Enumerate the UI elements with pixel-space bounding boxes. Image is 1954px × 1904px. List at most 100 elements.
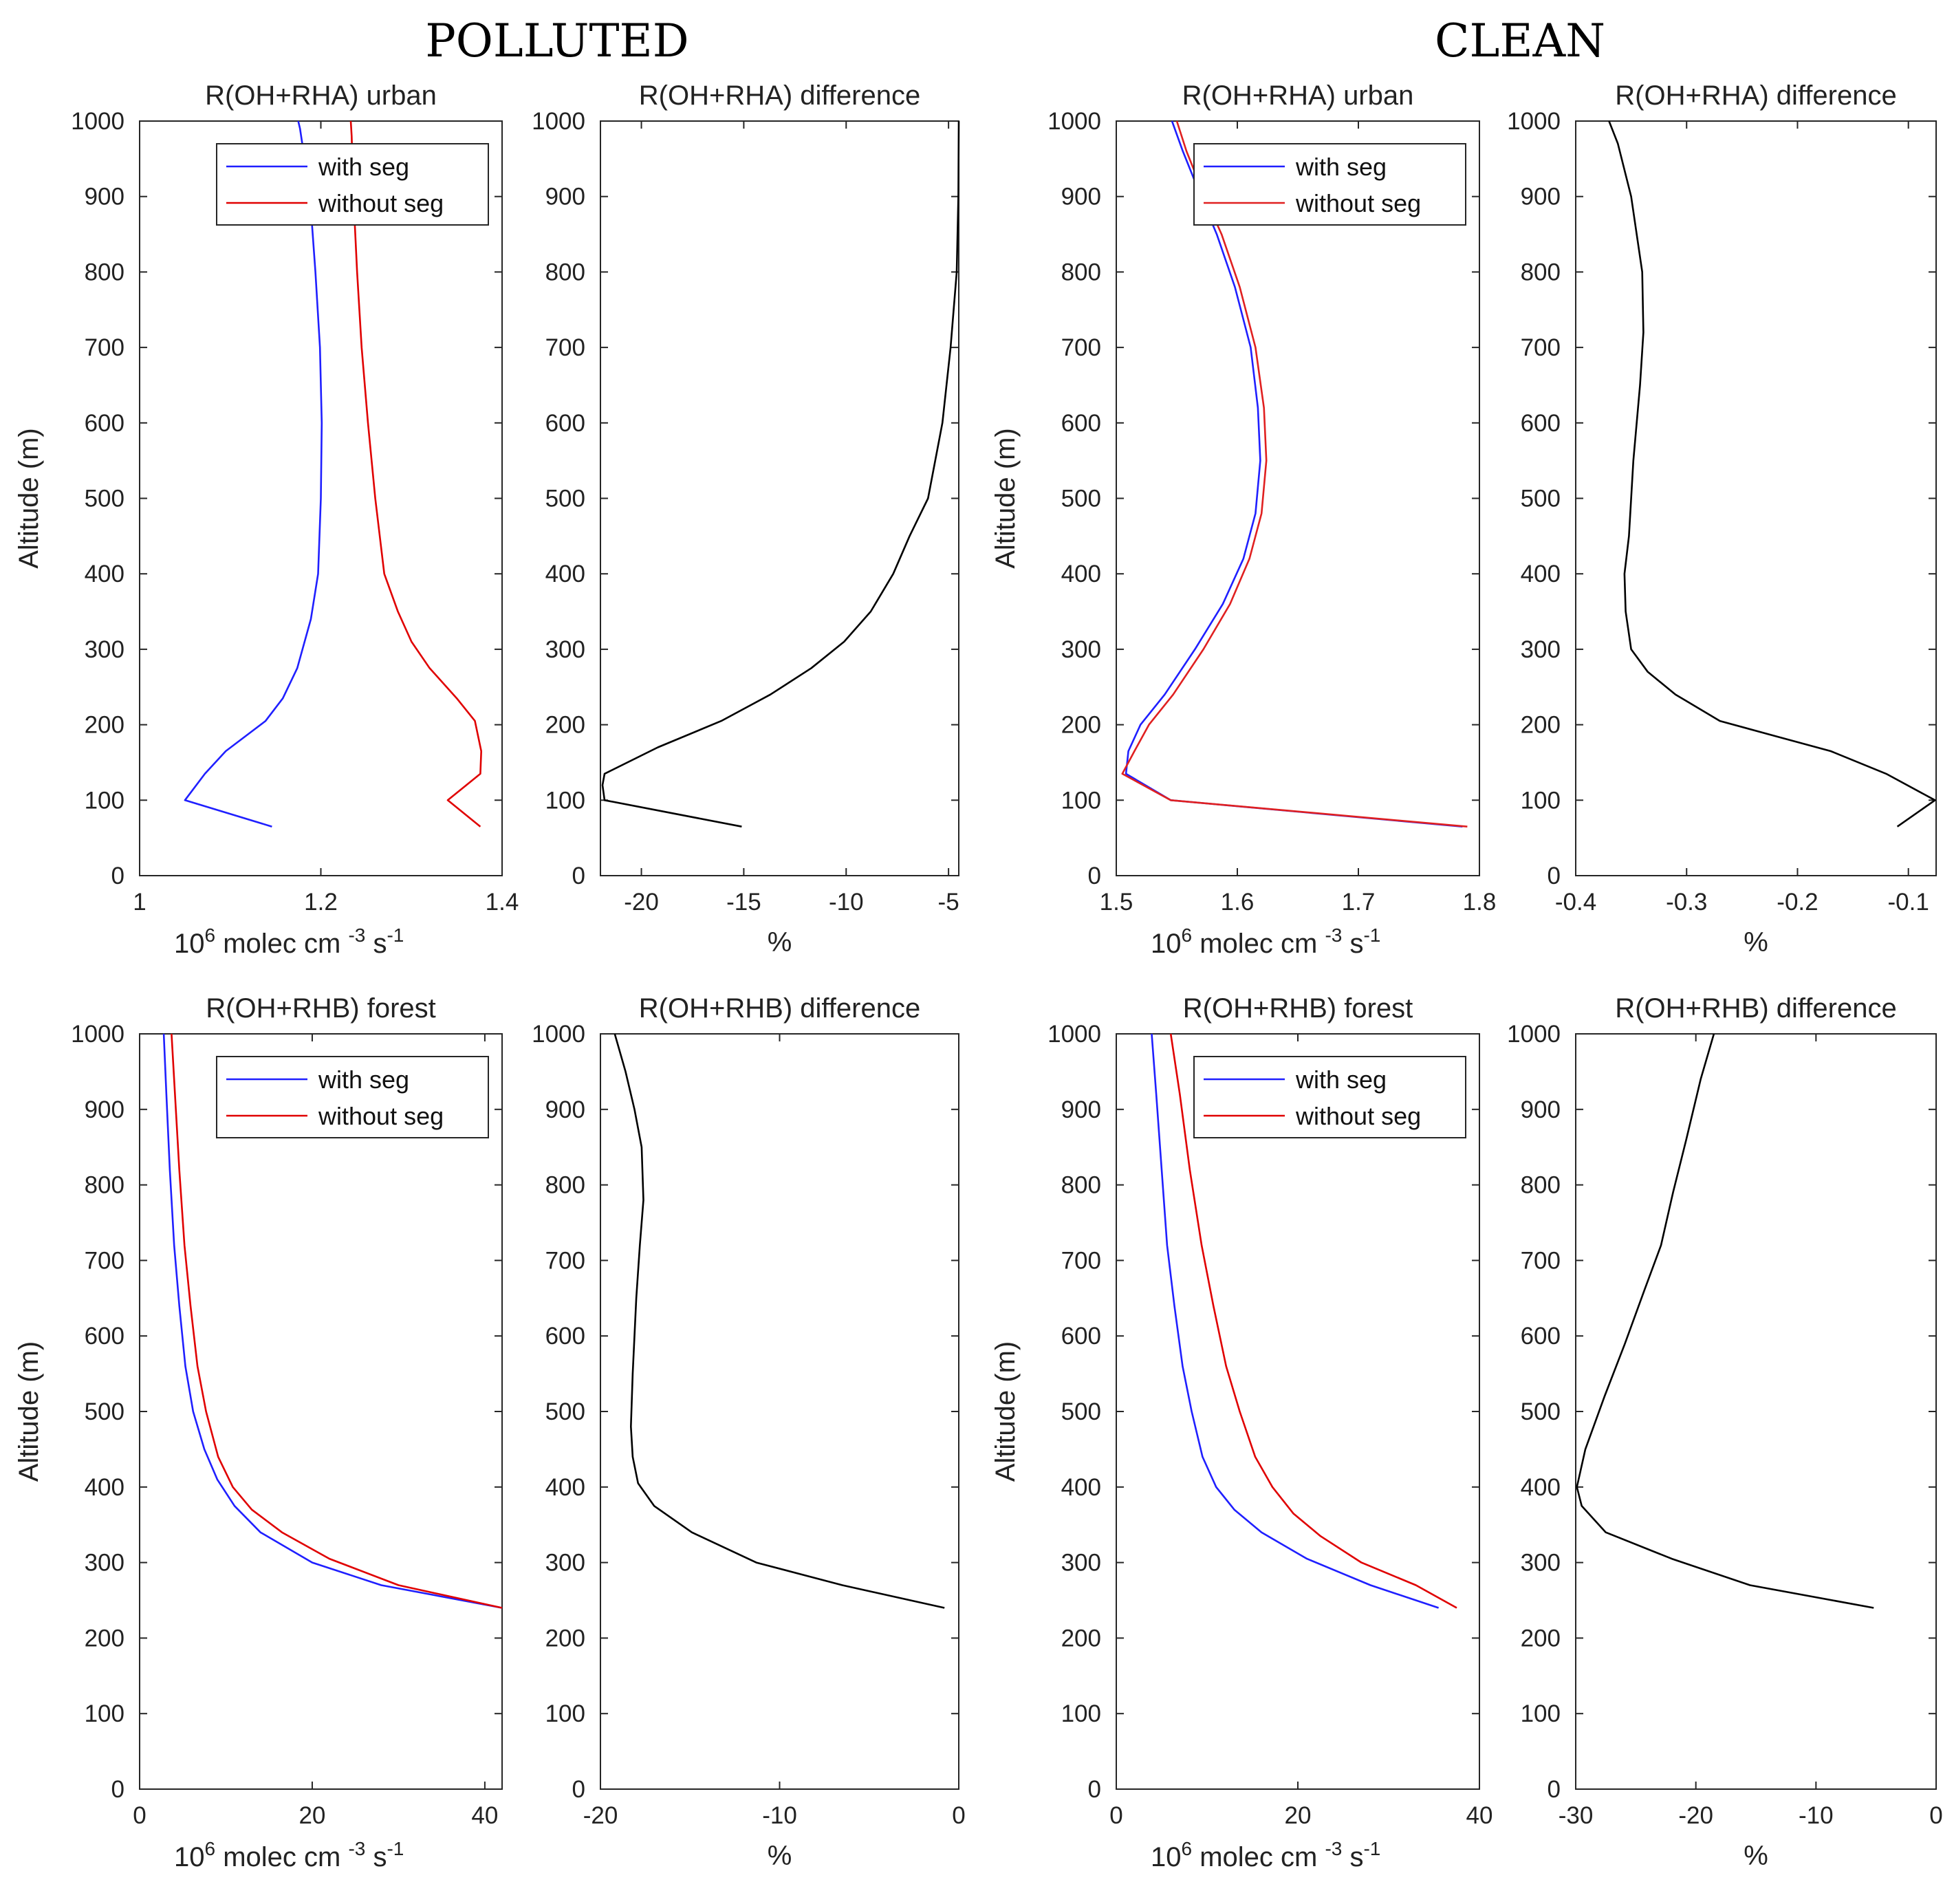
x-axis-label-part: molec cm xyxy=(1192,1842,1325,1872)
x-axis-label: % xyxy=(1744,1841,1768,1871)
y-tick-label: 800 xyxy=(1521,259,1561,285)
y-tick-label: 400 xyxy=(85,561,124,587)
y-tick-label: 400 xyxy=(1521,561,1561,587)
y-tick-label: 900 xyxy=(545,184,585,210)
y-tick-label: 800 xyxy=(545,259,585,285)
y-tick-label: 700 xyxy=(85,1247,124,1274)
x-axis-label-part: 10 xyxy=(1151,1842,1182,1872)
series-line xyxy=(614,1033,945,1609)
y-tick-label: 600 xyxy=(1061,1323,1101,1350)
panel-title: R(OH+RHB) forest xyxy=(206,993,436,1024)
x-axis-label: % xyxy=(768,1841,792,1871)
y-tick-label: 200 xyxy=(1061,1625,1101,1652)
y-tick-label: 700 xyxy=(545,334,585,361)
y-tick-label: 100 xyxy=(1061,787,1101,814)
x-axis-label: % xyxy=(768,927,792,958)
y-tick-label: 200 xyxy=(1521,1625,1561,1652)
x-tick-label: 20 xyxy=(1285,1802,1312,1829)
panel-p5: 0 100 200 300 400 500 600 700 800 900 1000 0 20 40 R(O… xyxy=(14,993,503,1872)
y-tick-label: 100 xyxy=(85,1700,124,1727)
y-tick-label: 900 xyxy=(1521,1096,1561,1123)
y-tick-label: 300 xyxy=(85,636,124,663)
y-axis-label: Altitude (m) xyxy=(14,1341,44,1482)
y-tick-label: 1000 xyxy=(1507,108,1561,135)
x-axis-label-part: -1 xyxy=(1363,924,1380,946)
x-axis-label-part: -1 xyxy=(387,924,404,946)
x-tick-label: -0.1 xyxy=(1888,889,1929,916)
axes-box xyxy=(1116,120,1480,876)
x-axis-label: 106 molec cm -3 s-1 xyxy=(174,1838,404,1872)
panel-p6: 0 100 200 300 400 500 600 700 800 900 1000 -20 -10 0 R… xyxy=(532,993,966,1871)
panel-title: R(OH+RHA) difference xyxy=(639,80,920,111)
y-tick-label: 500 xyxy=(1521,1398,1561,1425)
y-tick-label: 200 xyxy=(1521,712,1561,739)
legend-label: with seg xyxy=(1295,1065,1387,1094)
y-tick-label: 600 xyxy=(545,1323,585,1350)
x-tick-label: 1.5 xyxy=(1100,889,1133,916)
y-tick-label: 400 xyxy=(1521,1474,1561,1501)
y-tick-label: 600 xyxy=(85,410,124,437)
series-line xyxy=(601,120,960,827)
legend-label: with seg xyxy=(318,1065,409,1094)
y-tick-label: 1000 xyxy=(532,108,585,135)
y-tick-label: 0 xyxy=(1088,863,1101,889)
legend-label: without seg xyxy=(1295,1102,1421,1130)
y-tick-label: 0 xyxy=(572,1776,585,1803)
y-tick-label: 200 xyxy=(1061,712,1101,739)
x-axis-label-part: 6 xyxy=(1182,1838,1193,1859)
x-tick-label: -20 xyxy=(1678,1802,1713,1829)
panel-title: R(OH+RHB) difference xyxy=(639,993,920,1024)
y-tick-label: 500 xyxy=(85,1398,124,1425)
y-tick-label: 100 xyxy=(545,1700,585,1727)
series-line xyxy=(1608,120,1936,827)
y-tick-label: 800 xyxy=(545,1172,585,1199)
x-axis-label-part: -1 xyxy=(1363,1838,1380,1859)
y-tick-label: 900 xyxy=(1061,184,1101,210)
y-tick-label: 500 xyxy=(545,1398,585,1425)
legend: with seg without seg xyxy=(1193,143,1466,226)
x-tick-label: 1.8 xyxy=(1463,889,1497,916)
y-tick-label: 400 xyxy=(545,1474,585,1501)
x-tick-label: -0.2 xyxy=(1777,889,1818,916)
axes-box xyxy=(600,1033,959,1790)
y-tick-label: 1000 xyxy=(1047,108,1101,135)
x-axis-label-part: -3 xyxy=(1325,924,1342,946)
x-axis-label: 106 molec cm -3 s-1 xyxy=(174,924,404,959)
series-line xyxy=(1576,1033,1874,1609)
y-tick-label: 300 xyxy=(1061,1550,1101,1577)
x-tick-label: -10 xyxy=(762,1802,797,1829)
y-tick-label: 300 xyxy=(545,1550,585,1577)
x-tick-label: 0 xyxy=(133,1802,146,1829)
x-tick-label: -15 xyxy=(726,889,761,916)
y-tick-label: 700 xyxy=(85,334,124,361)
y-tick-label: 900 xyxy=(545,1096,585,1123)
panel-title: R(OH+RHB) forest xyxy=(1183,993,1413,1024)
x-tick-label: -20 xyxy=(583,1802,618,1829)
y-tick-label: 600 xyxy=(85,1323,124,1350)
x-tick-label: -10 xyxy=(829,889,864,916)
x-tick-label: 0 xyxy=(1109,1802,1122,1829)
series-line xyxy=(1169,1033,1457,1609)
y-tick-label: 0 xyxy=(111,863,124,889)
legend: with seg without seg xyxy=(1193,1056,1466,1138)
series-line xyxy=(171,1033,503,1609)
y-tick-label: 700 xyxy=(1061,1247,1101,1274)
legend-label: with seg xyxy=(318,153,409,181)
legend-box xyxy=(1193,1056,1466,1138)
y-tick-label: 700 xyxy=(545,1247,585,1274)
y-axis-label: Altitude (m) xyxy=(14,428,44,569)
y-tick-label: 500 xyxy=(1061,486,1101,512)
y-tick-label: 500 xyxy=(1061,1398,1101,1425)
y-tick-label: 200 xyxy=(545,712,585,739)
x-axis-label-part: 10 xyxy=(174,1842,205,1872)
x-axis-label-part: 10 xyxy=(174,929,205,959)
y-tick-label: 500 xyxy=(545,486,585,512)
y-tick-label: 200 xyxy=(85,712,124,739)
panel-p3: 0 100 200 300 400 500 600 700 800 900 1000 1.5 1.6 1.… xyxy=(990,80,1496,959)
x-axis-label-part: s xyxy=(365,929,387,959)
x-tick-label: -0.4 xyxy=(1555,889,1596,916)
legend-label: without seg xyxy=(1295,189,1421,217)
y-tick-label: 900 xyxy=(85,1096,124,1123)
y-tick-label: 900 xyxy=(85,184,124,210)
y-tick-label: 0 xyxy=(111,1776,124,1803)
